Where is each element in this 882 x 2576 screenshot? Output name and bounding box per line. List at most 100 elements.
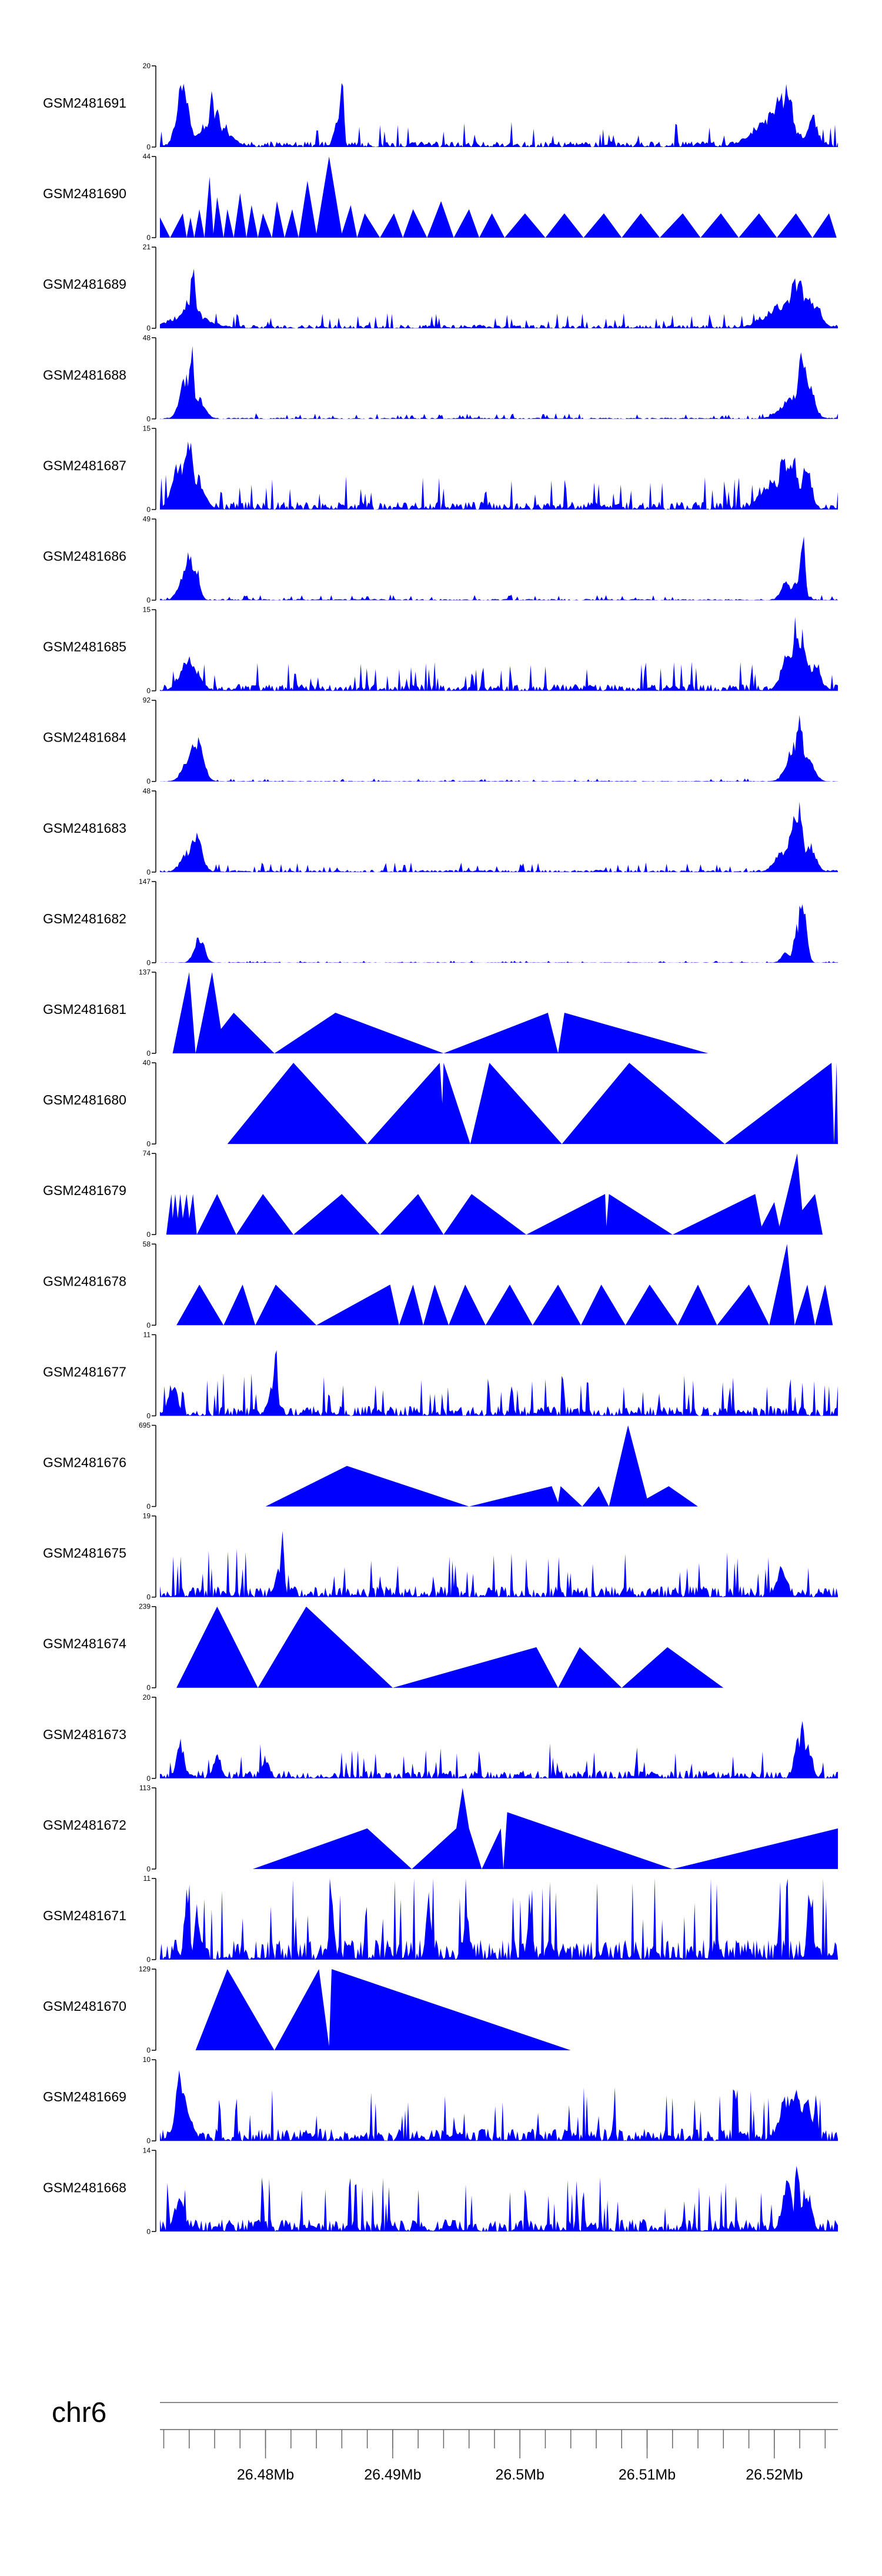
track: GSM2481669 10 0 [43, 2056, 838, 2145]
y-min-label: 0 [146, 1865, 151, 1873]
data-tracks: GSM2481691200GSM2481690440GSM2481689210G… [43, 62, 838, 2235]
y-max-label: 44 [143, 152, 151, 161]
y-min-label: 0 [146, 324, 151, 332]
y-min-label: 0 [146, 1321, 151, 1329]
coverage-area [252, 1787, 838, 1869]
axis-tick-label: 26.48Mb [237, 2467, 294, 2483]
y-max-label: 48 [143, 787, 151, 795]
track: GSM2481679 74 0 [43, 1149, 823, 1239]
track-label: GSM2481677 [43, 1364, 126, 1379]
track-label: GSM2481673 [43, 1727, 126, 1742]
track-label: GSM2481688 [43, 367, 126, 382]
track-label: GSM2481681 [43, 1002, 126, 1017]
track-label: GSM2481671 [43, 1908, 126, 1923]
y-min-label: 0 [146, 1412, 151, 1420]
y-min-label: 0 [146, 505, 151, 513]
track: GSM2481689 21 0 [43, 243, 838, 332]
track-label: GSM2481689 [43, 276, 126, 292]
y-max-label: 113 [139, 1784, 151, 1792]
coverage-area [160, 1878, 838, 1960]
track: GSM2481675 19 0 [43, 1512, 838, 1601]
track: GSM2481668 14 0 [43, 2146, 838, 2235]
track: GSM2481682 147 0 [43, 877, 838, 967]
track: GSM2481673 20 0 [43, 1693, 838, 1783]
y-max-label: 10 [143, 2056, 151, 2064]
coverage-area [176, 1244, 833, 1326]
track: GSM2481691 20 0 [43, 62, 838, 151]
track: GSM2481683 48 0 [43, 787, 838, 876]
y-max-label: 92 [143, 696, 151, 705]
axis-tick-label: 26.52Mb [746, 2467, 803, 2483]
y-max-label: 15 [143, 424, 151, 432]
y-min-label: 0 [146, 868, 151, 876]
coverage-area [160, 269, 838, 329]
genome-axis: chr6 26.48Mb 26.49Mb 26.5Mb 26.51Mb 26.52Mb [52, 2397, 838, 2483]
track: GSM2481690 44 0 [43, 152, 837, 242]
coverage-area [265, 1425, 698, 1507]
track: GSM2481686 49 0 [43, 515, 838, 605]
y-max-label: 695 [139, 1422, 151, 1430]
y-min-label: 0 [146, 687, 151, 695]
track-label: GSM2481669 [43, 2089, 126, 2104]
track-label: GSM2481682 [43, 911, 126, 926]
y-max-label: 147 [139, 877, 151, 886]
y-min-label: 0 [146, 1593, 151, 1601]
y-max-label: 20 [143, 1693, 151, 1701]
y-min-label: 0 [146, 1956, 151, 1964]
y-max-label: 49 [143, 515, 151, 523]
track: GSM2481676 695 0 [43, 1422, 698, 1511]
y-min-label: 0 [146, 2046, 151, 2054]
y-max-label: 14 [143, 2146, 151, 2154]
track-label: GSM2481675 [43, 1546, 126, 1561]
track-label: GSM2481670 [43, 1998, 126, 2014]
y-min-label: 0 [146, 778, 151, 786]
track-label: GSM2481674 [43, 1636, 126, 1651]
coverage-area [160, 2165, 838, 2232]
y-min-label: 0 [146, 2137, 151, 2145]
y-min-label: 0 [146, 1503, 151, 1511]
y-min-label: 0 [146, 596, 151, 605]
track: GSM2481677 11 0 [43, 1330, 838, 1420]
track-label: GSM2481678 [43, 1273, 126, 1289]
y-min-label: 0 [146, 143, 151, 151]
y-max-label: 20 [143, 62, 151, 70]
chromosome-label: chr6 [52, 2397, 106, 2428]
y-max-label: 19 [143, 1512, 151, 1520]
track: GSM2481678 58 0 [43, 1240, 833, 1329]
coverage-area [227, 1063, 838, 1144]
track: GSM2481671 11 0 [43, 1874, 838, 1964]
track: GSM2481681 137 0 [43, 968, 709, 1057]
y-max-label: 21 [143, 243, 151, 251]
coverage-area [160, 156, 837, 238]
y-min-label: 0 [146, 959, 151, 967]
track-label: GSM2481679 [43, 1183, 126, 1198]
y-max-label: 15 [143, 606, 151, 614]
track-label: GSM2481668 [43, 2180, 126, 2195]
track-label: GSM2481690 [43, 186, 126, 201]
coverage-area [160, 83, 838, 147]
coverage-area [176, 1606, 724, 1688]
y-max-label: 11 [143, 1874, 151, 1883]
y-max-label: 129 [139, 1965, 151, 1973]
axis-tick-label: 26.5Mb [495, 2467, 544, 2483]
track-label: GSM2481691 [43, 95, 126, 111]
y-min-label: 0 [146, 233, 151, 242]
y-max-label: 74 [143, 1149, 151, 1157]
axis-ticks: 26.48Mb 26.49Mb 26.5Mb 26.51Mb 26.52Mb [163, 2430, 826, 2483]
y-max-label: 239 [139, 1603, 151, 1611]
y-max-label: 48 [143, 333, 151, 342]
track: GSM2481684 92 0 [43, 696, 838, 786]
track: GSM2481688 48 0 [43, 333, 838, 423]
y-min-label: 0 [146, 1684, 151, 1692]
track: GSM2481680 40 0 [43, 1059, 838, 1148]
track: GSM2481687 15 0 [43, 424, 838, 513]
coverage-area [160, 1350, 838, 1416]
y-min-label: 0 [146, 1140, 151, 1148]
track-label: GSM2481676 [43, 1455, 126, 1470]
coverage-area [172, 972, 709, 1053]
coverage-area [166, 1153, 823, 1235]
y-min-label: 0 [146, 415, 151, 423]
coverage-area [160, 441, 838, 510]
